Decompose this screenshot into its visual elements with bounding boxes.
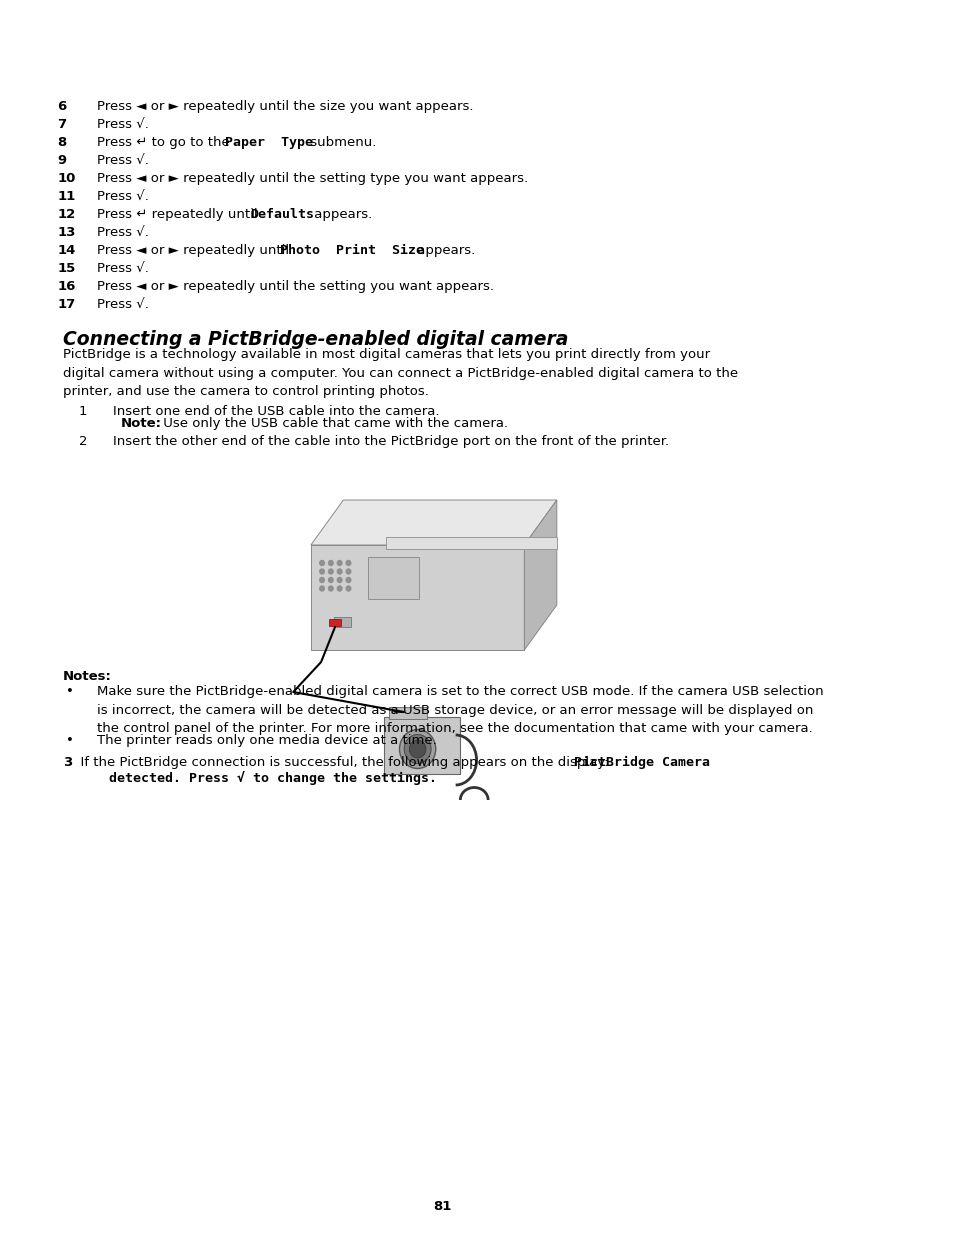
Text: •: • <box>66 685 73 698</box>
Text: If the PictBridge connection is successful, the following appears on the display: If the PictBridge connection is successf… <box>71 756 612 769</box>
Text: Press ◄ or ► repeatedly until the setting you want appears.: Press ◄ or ► repeatedly until the settin… <box>97 280 494 293</box>
Bar <box>368 557 419 599</box>
Text: Insert the other end of the cable into the PictBridge port on the front of the p: Insert the other end of the cable into t… <box>113 435 669 448</box>
Circle shape <box>328 561 333 566</box>
Text: submenu.: submenu. <box>306 136 376 149</box>
Circle shape <box>319 561 324 566</box>
Text: 15: 15 <box>57 262 75 275</box>
Text: Press √.: Press √. <box>97 262 150 275</box>
Circle shape <box>328 578 333 583</box>
Text: 2: 2 <box>79 435 88 448</box>
Text: Press √.: Press √. <box>97 298 150 311</box>
Circle shape <box>346 569 351 574</box>
Text: 16: 16 <box>57 280 76 293</box>
Polygon shape <box>311 500 557 545</box>
Text: Use only the USB cable that came with the camera.: Use only the USB cable that came with th… <box>158 417 507 430</box>
Text: 10: 10 <box>57 172 76 185</box>
Text: Press ◄ or ► repeatedly until: Press ◄ or ► repeatedly until <box>97 245 294 257</box>
Text: 12: 12 <box>57 207 75 221</box>
Circle shape <box>346 578 351 583</box>
Text: Press √.: Press √. <box>97 154 150 167</box>
Text: 8: 8 <box>57 136 67 149</box>
Text: The printer reads only one media device at a time.: The printer reads only one media device … <box>97 734 436 747</box>
Circle shape <box>337 585 341 592</box>
Text: Make sure the PictBridge-enabled digital camera is set to the correct USB mode. : Make sure the PictBridge-enabled digital… <box>97 685 823 698</box>
Polygon shape <box>524 500 557 650</box>
Circle shape <box>328 585 333 592</box>
Bar <box>389 706 426 719</box>
Text: Press √.: Press √. <box>97 119 150 131</box>
Text: printer, and use the camera to control printing photos.: printer, and use the camera to control p… <box>63 385 429 398</box>
Bar <box>334 618 351 627</box>
Text: appears.: appears. <box>413 245 476 257</box>
Circle shape <box>319 578 324 583</box>
Circle shape <box>337 569 341 574</box>
Text: Press √.: Press √. <box>97 190 150 203</box>
Circle shape <box>346 561 351 566</box>
Text: •: • <box>66 734 73 747</box>
Text: PictBridge Camera: PictBridge Camera <box>573 756 709 769</box>
Circle shape <box>328 569 333 574</box>
Text: 17: 17 <box>57 298 75 311</box>
Polygon shape <box>385 537 557 550</box>
Text: Paper  Type: Paper Type <box>224 136 313 149</box>
Circle shape <box>399 730 436 768</box>
Text: Press ↵ repeatedly until: Press ↵ repeatedly until <box>97 207 262 221</box>
Text: is incorrect, the camera will be detected as a USB storage device, or an error m: is incorrect, the camera will be detecte… <box>97 704 813 716</box>
Circle shape <box>319 569 324 574</box>
Circle shape <box>346 585 351 592</box>
Text: Defaults: Defaults <box>251 207 314 221</box>
Text: Press √.: Press √. <box>97 226 150 240</box>
Text: Notes:: Notes: <box>63 671 112 683</box>
Bar <box>384 716 460 773</box>
Text: appears.: appears. <box>310 207 372 221</box>
Polygon shape <box>311 545 524 650</box>
Text: Press ◄ or ► repeatedly until the setting type you want appears.: Press ◄ or ► repeatedly until the settin… <box>97 172 528 185</box>
Text: 6: 6 <box>57 100 67 112</box>
Text: 14: 14 <box>57 245 76 257</box>
Circle shape <box>337 561 341 566</box>
Text: Photo  Print  Size: Photo Print Size <box>279 245 423 257</box>
Text: 11: 11 <box>57 190 75 203</box>
Bar <box>329 619 340 626</box>
Text: Press ↵ to go to the: Press ↵ to go to the <box>97 136 234 149</box>
Text: 13: 13 <box>57 226 76 240</box>
Text: 81: 81 <box>433 1200 452 1213</box>
Text: Insert one end of the USB cable into the camera.: Insert one end of the USB cable into the… <box>113 405 439 417</box>
Text: 3: 3 <box>63 756 72 769</box>
Circle shape <box>319 585 324 592</box>
Circle shape <box>404 735 431 763</box>
Text: detected. Press √ to change the settings.: detected. Press √ to change the settings… <box>109 771 436 785</box>
Text: 7: 7 <box>57 119 67 131</box>
Text: 9: 9 <box>57 154 67 167</box>
Text: Press ◄ or ► repeatedly until the size you want appears.: Press ◄ or ► repeatedly until the size y… <box>97 100 474 112</box>
Circle shape <box>409 740 426 758</box>
Text: the control panel of the printer. For more information, see the documentation th: the control panel of the printer. For mo… <box>97 722 812 735</box>
Text: Connecting a PictBridge-enabled digital camera: Connecting a PictBridge-enabled digital … <box>63 330 568 350</box>
Text: digital camera without using a computer. You can connect a PictBridge-enabled di: digital camera without using a computer.… <box>63 367 738 379</box>
Text: Note:: Note: <box>120 417 161 430</box>
Text: PictBridge is a technology available in most digital cameras that lets you print: PictBridge is a technology available in … <box>63 348 709 361</box>
Circle shape <box>337 578 341 583</box>
Text: 1: 1 <box>79 405 88 417</box>
